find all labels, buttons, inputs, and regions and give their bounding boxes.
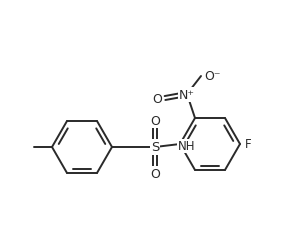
Text: NH: NH	[178, 140, 195, 153]
Text: N⁺: N⁺	[179, 88, 195, 101]
Text: O: O	[152, 92, 162, 105]
Text: O: O	[150, 115, 160, 128]
Text: O: O	[150, 167, 160, 180]
Text: S: S	[151, 141, 159, 154]
Text: F: F	[245, 138, 252, 151]
Text: O⁻: O⁻	[204, 69, 220, 82]
